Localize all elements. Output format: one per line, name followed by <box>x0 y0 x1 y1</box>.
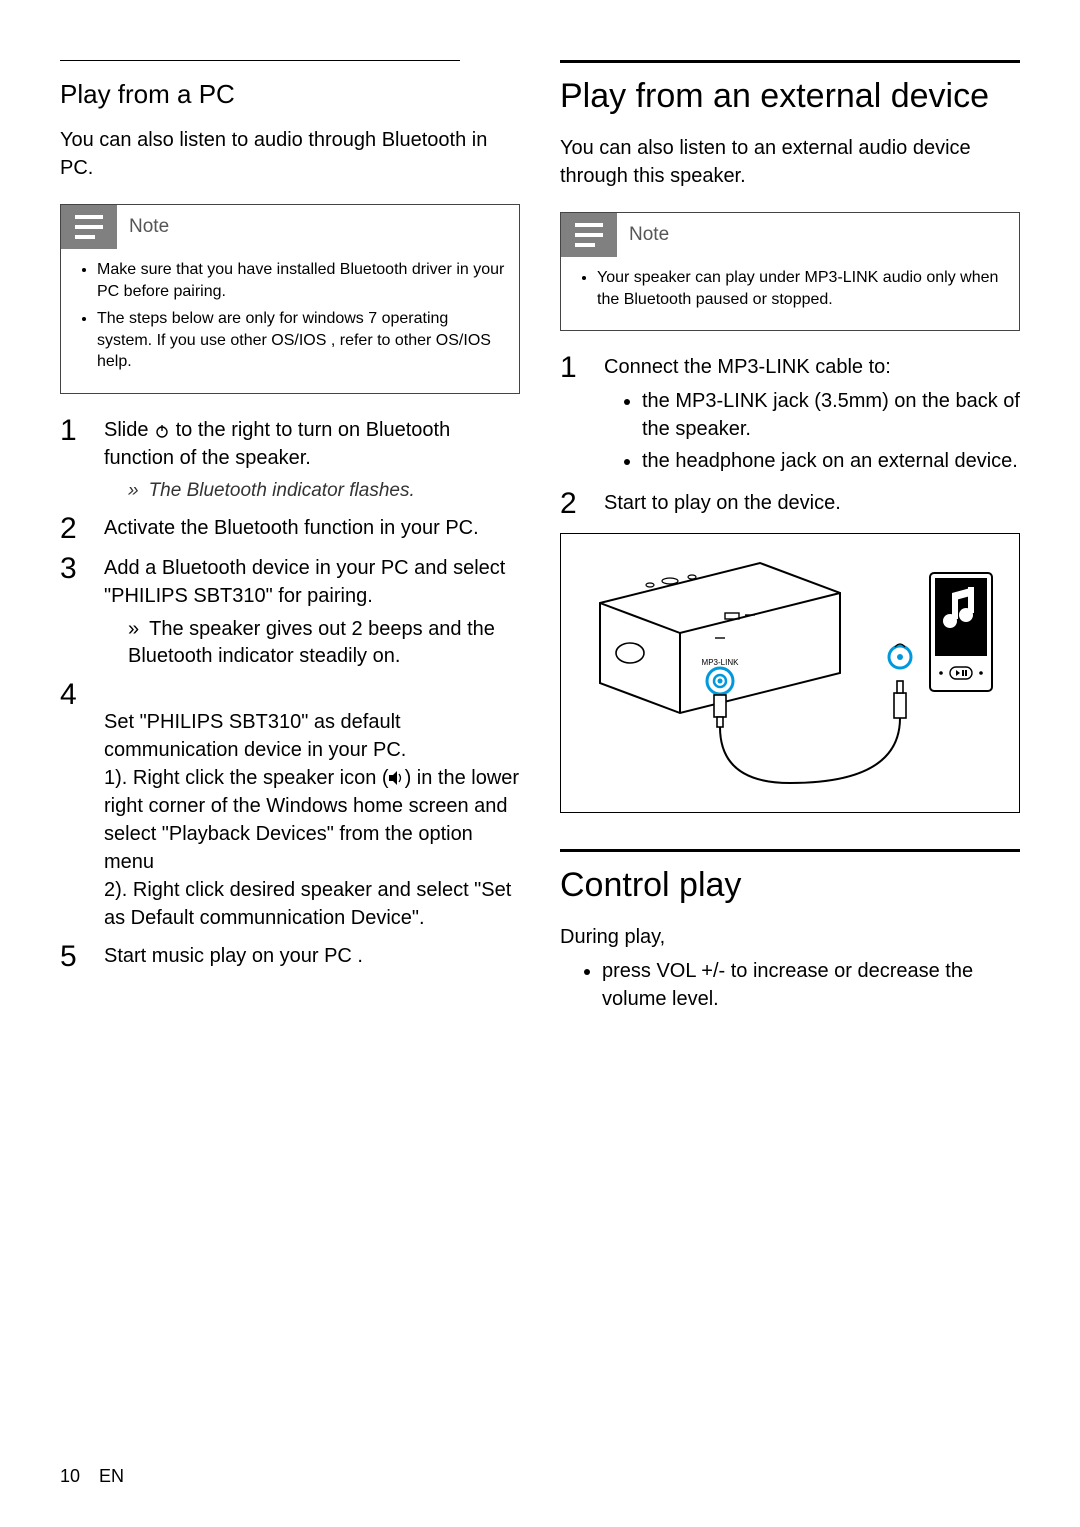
step-number: 5 <box>60 942 86 972</box>
connection-diagram: MP3-LINK <box>560 533 1020 813</box>
step-text: Start to play on the device. <box>604 489 1020 519</box>
bullet-item: the headphone jack on an external device… <box>642 447 1020 475</box>
step-text: Set "PHILIPS SBT310" as default communic… <box>104 711 406 789</box>
page-footer: 10 EN <box>60 1466 124 1487</box>
step-number: 2 <box>60 514 86 544</box>
step-text: Add a Bluetooth device in your PC and se… <box>104 557 505 607</box>
step-number: 4 <box>60 680 86 932</box>
steps-list: 1 Connect the MP3-LINK cable to: the MP3… <box>560 353 1020 519</box>
step-text: ) in the lower right corner of the Windo… <box>104 767 519 929</box>
speaker-icon <box>389 771 405 785</box>
step-number: 1 <box>560 353 586 479</box>
page-number: 10 <box>60 1466 80 1486</box>
step-result: The speaker gives out 2 beeps and the Bl… <box>128 616 520 670</box>
note-item: The steps below are only for windows 7 o… <box>97 308 505 373</box>
section-rule-heavy <box>560 849 1020 852</box>
intro-text: You can also listen to audio through Blu… <box>60 126 520 182</box>
step-number: 1 <box>60 416 86 504</box>
note-item: Make sure that you have installed Blueto… <box>97 259 505 302</box>
note-icon <box>561 213 617 257</box>
note-box: Note Your speaker can play under MP3-LIN… <box>560 212 1020 331</box>
control-intro: During play, <box>560 923 1020 951</box>
step-text: Activate the Bluetooth function in your … <box>104 514 520 544</box>
note-icon <box>61 205 117 249</box>
heading-play-from-pc: Play from a PC <box>60 79 520 110</box>
control-item: press VOL +/- to increase or decrease th… <box>602 957 1020 1013</box>
section-rule <box>60 60 460 61</box>
steps-list: 1 Slide to the right to turn on Bluetoot… <box>60 416 520 972</box>
note-label: Note <box>629 224 669 246</box>
heading-control-play: Control play <box>560 866 1020 905</box>
intro-text: You can also listen to an external audio… <box>560 134 1020 190</box>
step-number: 3 <box>60 554 86 670</box>
note-item: Your speaker can play under MP3-LINK aud… <box>597 267 1005 310</box>
step-text: Slide <box>104 419 154 441</box>
bullet-item: the MP3-LINK jack (3.5mm) on the back of… <box>642 387 1020 443</box>
step-item: 3 Add a Bluetooth device in your PC and … <box>60 554 520 670</box>
power-icon <box>154 423 170 439</box>
note-box: Note Make sure that you have installed B… <box>60 204 520 394</box>
step-text: Start music play on your PC . <box>104 942 520 972</box>
step-item: 5 Start music play on your PC . <box>60 942 520 972</box>
step-item: 2 Start to play on the device. <box>560 489 1020 519</box>
step-number: 2 <box>560 489 586 519</box>
step-item: 1 Connect the MP3-LINK cable to: the MP3… <box>560 353 1020 479</box>
heading-external-device: Play from an external device <box>560 77 1020 116</box>
page-lang: EN <box>99 1466 124 1486</box>
step-item: 4 Set "PHILIPS SBT310" as default commun… <box>60 680 520 932</box>
note-label: Note <box>129 216 169 238</box>
step-item: 1 Slide to the right to turn on Bluetoot… <box>60 416 520 504</box>
mp3-link-label: MP3-LINK <box>702 658 740 667</box>
step-item: 2 Activate the Bluetooth function in you… <box>60 514 520 544</box>
section-rule-heavy <box>560 60 1020 63</box>
step-text: Connect the MP3-LINK cable to: <box>604 356 891 378</box>
step-result: The Bluetooth indicator flashes. <box>128 478 520 504</box>
